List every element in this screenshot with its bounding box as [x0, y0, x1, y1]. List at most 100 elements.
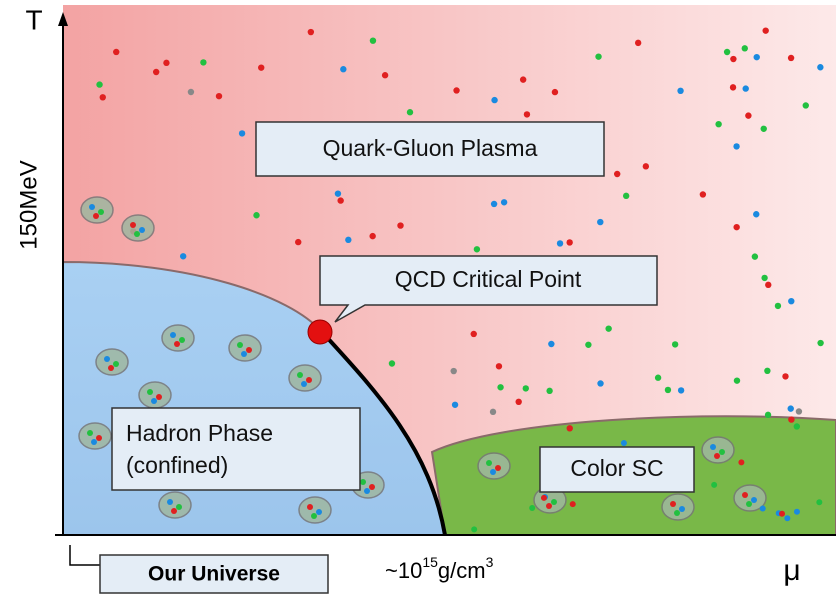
hadron	[159, 492, 191, 518]
color-sc-label: Color SC	[570, 455, 663, 481]
particle	[113, 361, 119, 367]
particle	[397, 222, 403, 228]
particle	[495, 465, 501, 471]
particle	[316, 509, 322, 515]
particle	[788, 55, 794, 61]
hadron-label-1: Hadron Phase	[126, 420, 273, 446]
hadron	[229, 335, 261, 361]
particle	[471, 331, 477, 337]
particle	[742, 45, 748, 51]
x-label: μ	[783, 554, 800, 587]
particle	[340, 66, 346, 72]
particle	[491, 97, 497, 103]
x-marker: ~1015g/cm3	[385, 554, 494, 583]
hadron	[702, 437, 734, 463]
particle	[253, 212, 259, 218]
particle	[570, 501, 576, 507]
x-exp: 15	[422, 554, 438, 570]
particle	[546, 388, 552, 394]
particle	[541, 495, 547, 501]
particle	[672, 341, 678, 347]
particle	[407, 109, 413, 115]
particle	[546, 503, 552, 509]
particle	[715, 121, 721, 127]
hadron	[81, 197, 113, 223]
particle	[486, 460, 492, 466]
particle	[523, 385, 529, 391]
particle	[635, 40, 641, 46]
particle	[782, 373, 788, 379]
particle	[738, 459, 744, 465]
particle	[237, 342, 243, 348]
particle	[241, 351, 247, 357]
particle	[711, 482, 717, 488]
hadron-label-2: (confined)	[126, 452, 228, 478]
particle	[761, 275, 767, 281]
critical-label: QCD Critical Point	[395, 266, 582, 292]
particle	[733, 224, 739, 230]
particle	[452, 402, 458, 408]
particle	[803, 102, 809, 108]
particle	[474, 246, 480, 252]
particle	[760, 505, 766, 511]
particle	[743, 85, 749, 91]
particle	[200, 59, 206, 65]
particle	[623, 193, 629, 199]
particle	[585, 342, 591, 348]
particle	[139, 227, 145, 233]
particle	[491, 201, 497, 207]
hadron	[122, 215, 154, 241]
particle	[167, 499, 173, 505]
particle	[788, 405, 794, 411]
particle	[677, 88, 683, 94]
particle	[775, 303, 781, 309]
particle	[311, 513, 317, 519]
particle	[130, 222, 136, 228]
particle	[156, 394, 162, 400]
particle	[566, 239, 572, 245]
particle	[678, 387, 684, 393]
particle	[174, 341, 180, 347]
universe-label: Our Universe	[148, 563, 280, 586]
particle	[93, 213, 99, 219]
phase-diagram: T 150MeV μ ~1015g/cm3 Quark-Gluon Plasma…	[0, 0, 836, 594]
particle	[724, 49, 730, 55]
particle	[108, 365, 114, 371]
particle	[180, 253, 186, 259]
particle	[784, 515, 790, 521]
particle	[188, 89, 194, 95]
particle	[297, 372, 303, 378]
particle	[96, 435, 102, 441]
x-prefix: ~10	[385, 558, 422, 583]
particle	[451, 368, 457, 374]
particle	[710, 444, 716, 450]
particle	[520, 76, 526, 82]
particle	[752, 253, 758, 259]
hadron	[162, 325, 194, 351]
hadron	[96, 349, 128, 375]
particle	[337, 197, 343, 203]
particle	[153, 69, 159, 75]
particle	[529, 505, 535, 511]
particle	[551, 499, 557, 505]
particle	[765, 282, 771, 288]
particle	[796, 408, 802, 414]
particle	[389, 360, 395, 366]
x-unit: g/cm	[438, 558, 486, 583]
particle	[308, 29, 314, 35]
particle	[643, 163, 649, 169]
hadron	[79, 423, 111, 449]
particle	[665, 387, 671, 393]
plasma-label: Quark-Gluon Plasma	[323, 135, 538, 161]
particle	[306, 377, 312, 383]
particle	[501, 199, 507, 205]
particle	[674, 510, 680, 516]
particle	[113, 49, 119, 55]
hadron	[478, 453, 510, 479]
particle	[670, 501, 676, 507]
y-marker: 150MeV	[15, 160, 42, 249]
particle	[453, 87, 459, 93]
particle	[87, 430, 93, 436]
hadron	[662, 494, 694, 520]
particle	[151, 398, 157, 404]
